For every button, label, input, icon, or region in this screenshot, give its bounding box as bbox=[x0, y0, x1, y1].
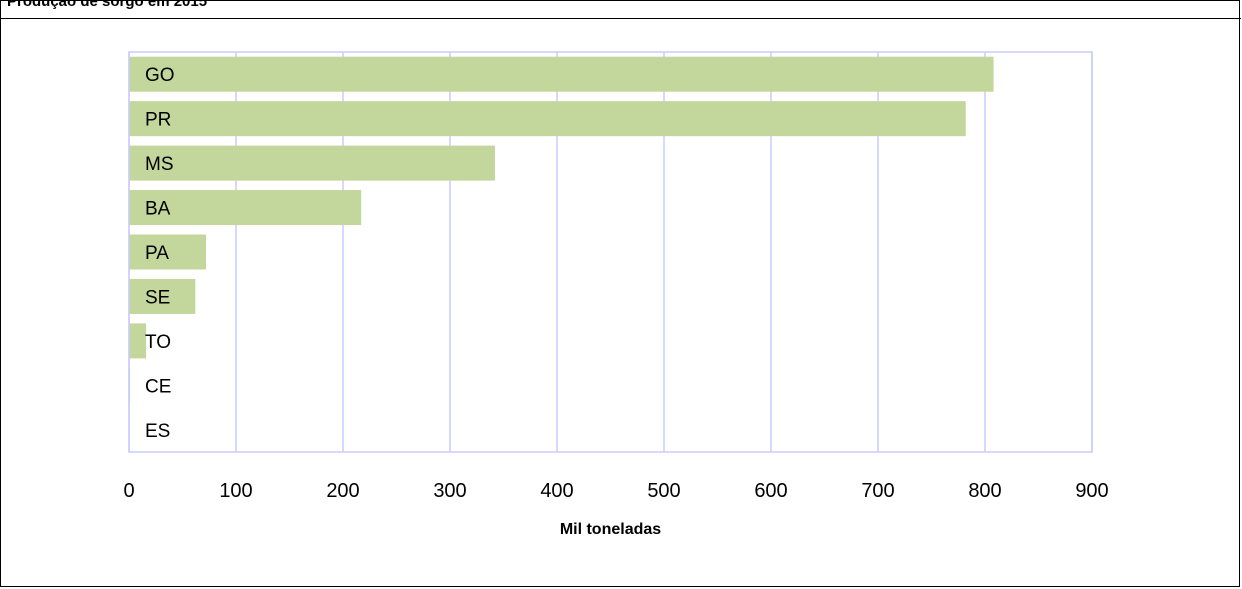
x-tick-label-700: 700 bbox=[861, 480, 894, 502]
category-label-go: GO bbox=[145, 65, 175, 86]
header-rule bbox=[1, 18, 1241, 19]
x-tick-label-200: 200 bbox=[326, 480, 359, 502]
bar-pr bbox=[129, 101, 966, 137]
x-tick-label-300: 300 bbox=[433, 480, 466, 502]
x-tick-label-800: 800 bbox=[968, 480, 1001, 502]
x-tick-labels: 0 100 200 300 400 500 600 700 800 900 bbox=[123, 480, 1108, 502]
plot-area-border bbox=[128, 51, 1093, 453]
x-tick-label-400: 400 bbox=[540, 480, 573, 502]
figure-header: Produção de sorgo em 2015 bbox=[7, 0, 208, 10]
x-tick-label-500: 500 bbox=[647, 480, 680, 502]
category-label-ms: MS bbox=[145, 154, 174, 175]
bar-se bbox=[129, 278, 196, 314]
bars bbox=[129, 56, 994, 448]
bar-to bbox=[129, 323, 147, 359]
bar-ms bbox=[129, 145, 495, 181]
x-tick-label-900: 900 bbox=[1075, 480, 1108, 502]
category-label-es: ES bbox=[145, 421, 170, 442]
category-label-se: SE bbox=[145, 287, 170, 308]
x-tick-label-600: 600 bbox=[754, 480, 787, 502]
x-axis-title: Mil toneladas bbox=[560, 521, 661, 538]
category-label-ce: CE bbox=[145, 376, 171, 397]
x-tick-label-0: 0 bbox=[123, 480, 134, 502]
category-labels: GO PR MS BA PA SE TO CE ES bbox=[145, 65, 175, 442]
category-label-ba: BA bbox=[145, 199, 171, 220]
category-label-pa: PA bbox=[145, 243, 169, 264]
bar-go bbox=[129, 56, 994, 92]
bar-ba bbox=[129, 190, 362, 226]
category-label-to: TO bbox=[145, 332, 171, 353]
bar-pa bbox=[129, 234, 207, 270]
x-tick-label-100: 100 bbox=[219, 480, 252, 502]
category-label-pr: PR bbox=[145, 110, 171, 131]
